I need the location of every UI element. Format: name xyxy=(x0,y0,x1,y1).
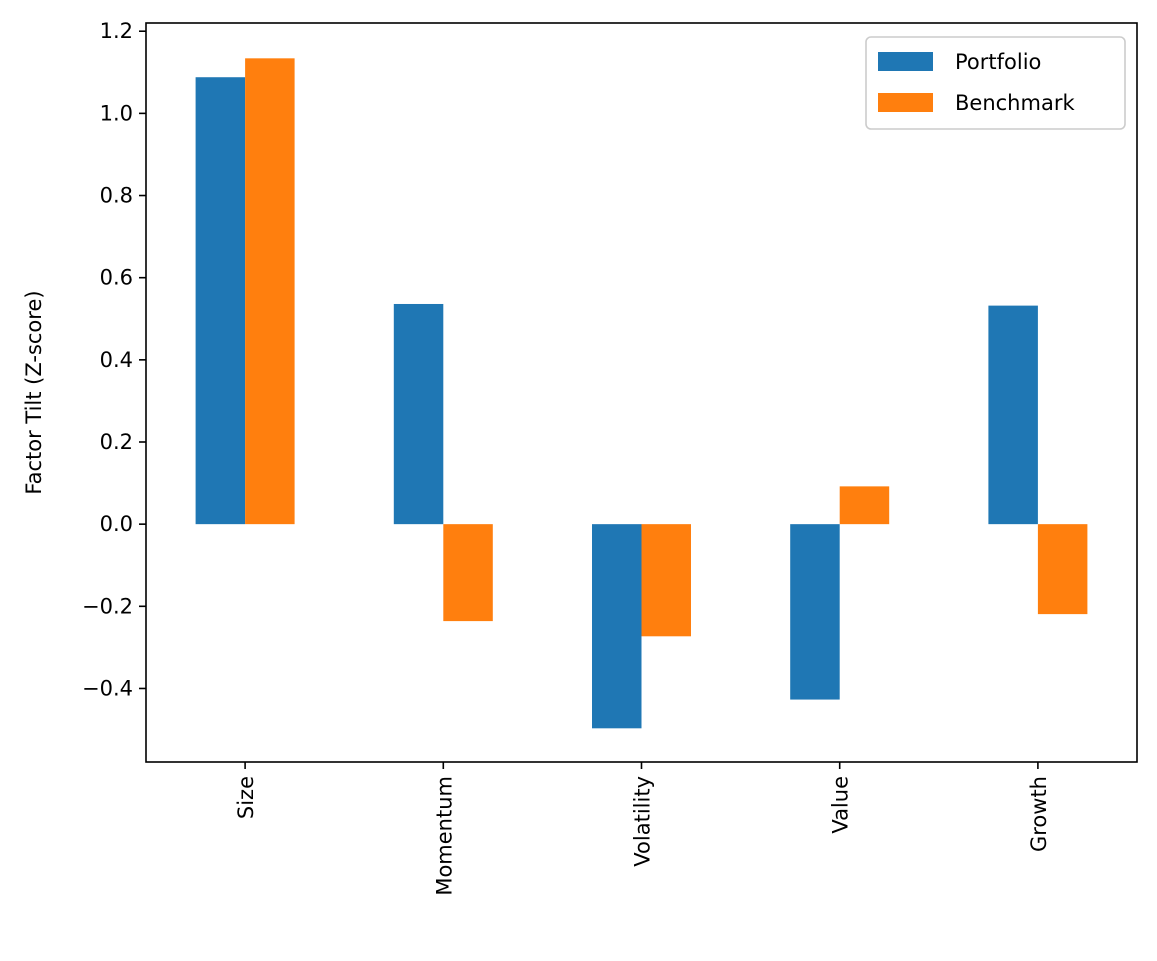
x-tick-label: Value xyxy=(829,776,853,834)
y-tick-label: −0.2 xyxy=(82,594,133,618)
y-tick-label: 1.0 xyxy=(100,101,133,125)
y-axis: −0.4 −0.2 0.0 0.2 0.4 0.6 0.8 1.0 1.2 xyxy=(82,19,146,700)
bar-portfolio-size xyxy=(195,77,246,525)
y-axis-label: Factor Tilt (Z-score) xyxy=(22,290,46,494)
bar-benchmark-value xyxy=(839,486,890,525)
legend: Portfolio Benchmark xyxy=(865,36,1126,130)
y-tick-label: 1.2 xyxy=(100,19,133,43)
legend-label-portfolio: Portfolio xyxy=(955,50,1041,74)
bar-benchmark-growth xyxy=(1037,524,1088,615)
y-tick-label: 0.2 xyxy=(100,430,133,454)
x-tick-label: Volatility xyxy=(631,776,655,867)
x-axis: Size Momentum Volatility Value Growth xyxy=(234,762,1051,896)
bar-portfolio-momentum xyxy=(393,303,444,525)
x-tick-label: Size xyxy=(234,776,258,819)
plot-frame xyxy=(145,22,1138,763)
bar-benchmark-size xyxy=(245,58,295,525)
y-tick-label: −0.4 xyxy=(82,676,133,700)
legend-swatch-benchmark xyxy=(878,93,933,112)
bars-layer xyxy=(195,58,1088,729)
y-tick-label: 0.0 xyxy=(100,512,133,536)
legend-swatch-portfolio xyxy=(878,52,933,71)
legend-label-benchmark: Benchmark xyxy=(955,91,1075,115)
x-tick-label: Momentum xyxy=(432,776,456,896)
bar-portfolio-value xyxy=(790,524,840,700)
y-tick-label: 0.8 xyxy=(100,184,133,208)
x-tick-label: Growth xyxy=(1027,776,1051,852)
bar-benchmark-volatility xyxy=(641,524,691,637)
bar-portfolio-growth xyxy=(988,305,1038,525)
bar-portfolio-volatility xyxy=(592,524,642,729)
y-tick-label: 0.4 xyxy=(100,348,133,372)
y-tick-label: 0.6 xyxy=(100,266,133,290)
bar-benchmark-momentum xyxy=(443,524,493,622)
